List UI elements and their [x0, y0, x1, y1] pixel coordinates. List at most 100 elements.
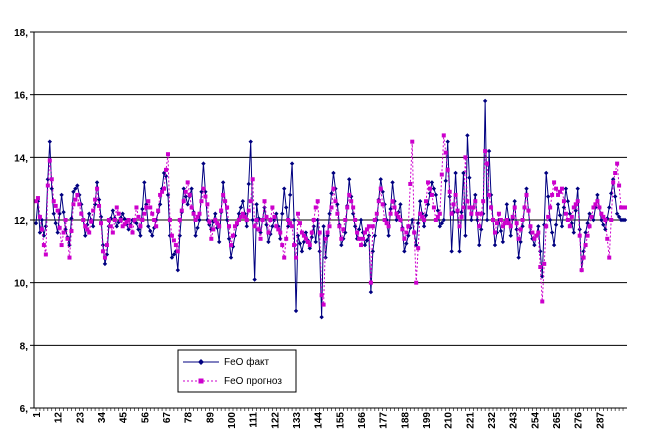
data-point [288, 221, 293, 226]
data-point [402, 249, 407, 254]
data-point [549, 230, 555, 235]
data-point [244, 218, 249, 222]
data-point [463, 155, 468, 160]
data-point [47, 139, 52, 144]
data-point [329, 205, 334, 210]
data-point [59, 243, 64, 248]
data-point [185, 202, 190, 207]
data-point [164, 167, 169, 172]
data-point [542, 261, 547, 266]
data-point [307, 243, 312, 248]
x-axis-ticks: 1 12 23 34 45 56 67 78 89 100 111 122 133 144 155 166 17… [32, 408, 624, 429]
data-point [282, 186, 287, 191]
data-point [77, 202, 82, 207]
data-point [482, 98, 488, 104]
data-point [287, 192, 293, 198]
data-point [467, 205, 472, 210]
data-point [309, 230, 314, 235]
data-point [555, 202, 561, 207]
data-point [291, 217, 297, 223]
x-tick-label: 78 [184, 412, 195, 424]
data-point [516, 255, 521, 260]
data-point [611, 180, 616, 185]
data-point [512, 199, 517, 204]
data-point [362, 242, 368, 248]
data-point [536, 230, 541, 235]
data-point [565, 199, 571, 204]
x-tick-label: 12 [54, 412, 65, 424]
data-point [315, 199, 320, 204]
data-point [431, 205, 436, 210]
data-point [110, 208, 116, 213]
data-point [514, 221, 519, 226]
data-point [404, 230, 409, 235]
data-point [429, 180, 435, 185]
data-point [201, 186, 206, 191]
data-point [457, 249, 462, 254]
data-point [193, 233, 198, 238]
data-point [122, 222, 127, 227]
legend-label-forecast: FeO прогноз [224, 376, 282, 387]
data-point [540, 299, 545, 304]
data-point [406, 233, 411, 238]
data-point [355, 230, 360, 235]
data-point [289, 161, 295, 166]
data-point [154, 224, 159, 229]
data-point [128, 224, 133, 229]
data-point [262, 205, 267, 210]
data-point [421, 224, 427, 229]
data-point [114, 205, 119, 210]
data-point [220, 180, 226, 185]
data-point [276, 227, 281, 232]
data-point [256, 227, 261, 232]
data-point [617, 183, 622, 188]
data-point [433, 218, 438, 222]
data-point [67, 255, 72, 260]
data-point [278, 230, 283, 235]
data-point [299, 230, 304, 235]
data-point [181, 186, 186, 191]
data-point [343, 218, 348, 222]
data-point [612, 194, 618, 199]
data-point [347, 177, 352, 182]
data-point [607, 205, 612, 210]
data-point [325, 230, 330, 235]
data-point [551, 242, 557, 248]
legend: FeO факт FeO прогноз [177, 349, 297, 393]
data-point [203, 194, 208, 199]
data-point [445, 139, 450, 144]
data-point [473, 192, 478, 198]
data-point [390, 199, 395, 204]
data-point [238, 205, 244, 210]
data-point [240, 211, 245, 216]
data-point [319, 314, 324, 320]
data-point [303, 236, 308, 241]
data-point [502, 221, 507, 226]
data-point [140, 218, 145, 222]
data-point [124, 220, 129, 225]
data-point [431, 186, 437, 191]
data-point [97, 203, 102, 208]
data-point [321, 224, 326, 229]
data-point [546, 214, 551, 219]
data-point [609, 218, 614, 222]
data-point [337, 224, 342, 229]
data-point [589, 214, 594, 219]
data-point [565, 218, 570, 222]
data-point [51, 199, 56, 204]
data-point [424, 199, 429, 204]
data-point [372, 233, 378, 238]
data-point [571, 230, 576, 235]
data-point [520, 218, 525, 222]
data-point [540, 274, 545, 279]
data-point [504, 202, 510, 207]
data-point [163, 173, 169, 179]
data-point [569, 220, 575, 226]
data-point [500, 224, 505, 229]
data-point [378, 177, 383, 182]
data-point [250, 217, 255, 223]
data-point [481, 199, 486, 204]
data-point [171, 252, 177, 257]
data-point [545, 194, 551, 199]
data-point [386, 224, 391, 229]
